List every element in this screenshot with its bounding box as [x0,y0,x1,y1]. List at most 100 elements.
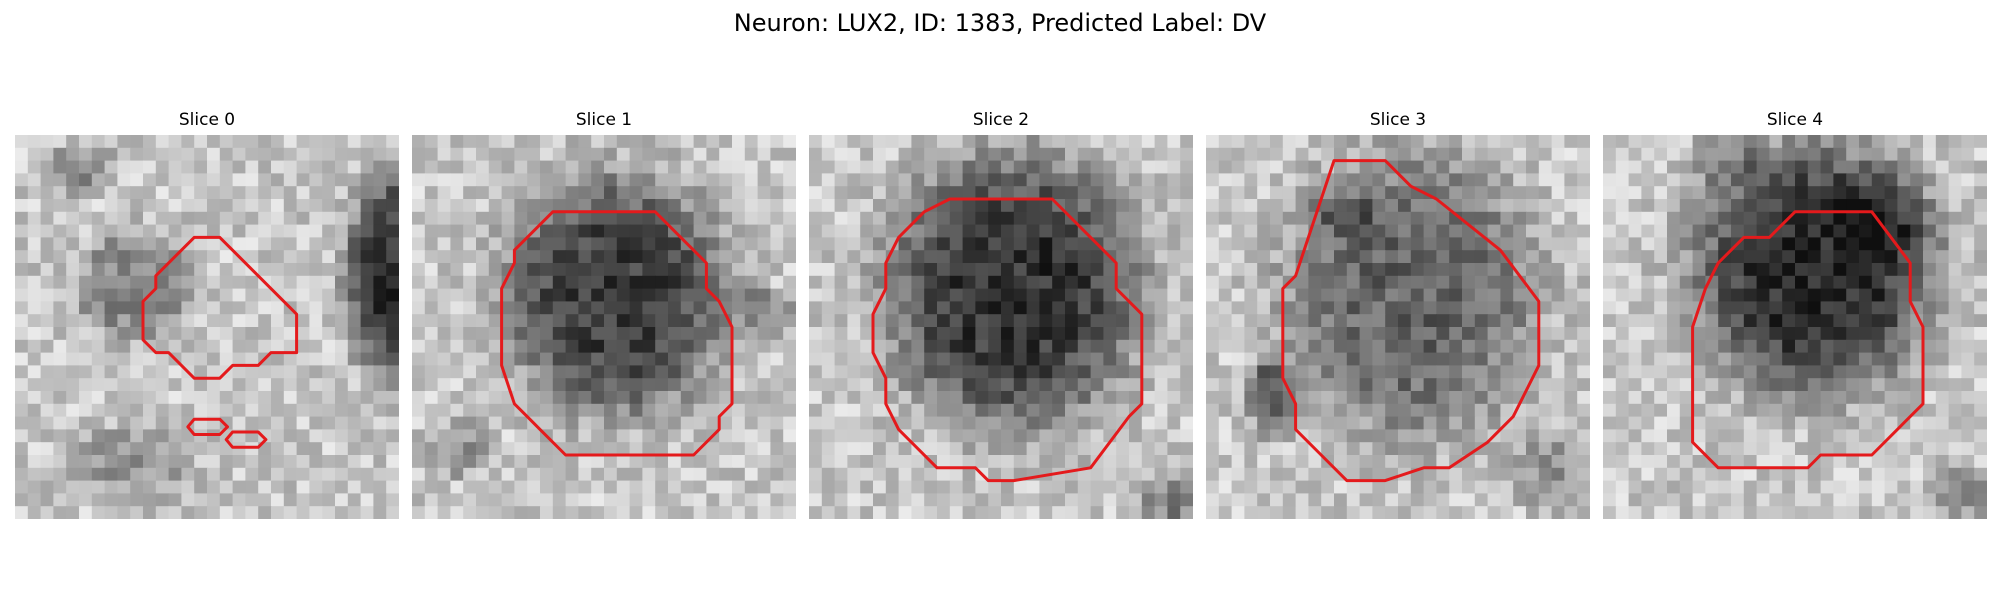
image-pixel [1359,135,1373,149]
image-pixel [719,263,733,277]
image-pixel [143,480,157,494]
image-pixel [1935,237,1950,251]
image-pixel [732,314,746,328]
image-pixel [1244,160,1258,174]
image-pixel [1270,275,1284,290]
image-pixel [1769,403,1783,418]
panel-title: Slice 4 [1766,110,1824,130]
image-pixel [911,352,925,366]
image-pixel [911,455,925,469]
image-pixel [450,429,464,443]
image-pixel [130,480,144,494]
image-pixel [1910,211,1924,226]
image-pixel [924,403,938,418]
image-pixel [130,314,144,328]
image-pixel [1807,442,1822,456]
image-pixel [245,403,259,418]
image-pixel [565,416,579,430]
image-pixel [604,211,618,226]
image-pixel [130,160,144,174]
image-pixel [1026,173,1040,187]
image-pixel [1846,186,1860,200]
image-pixel [1807,365,1822,379]
image-pixel [1718,135,1732,149]
image-pixel [1039,224,1053,238]
image-pixel [1013,506,1028,519]
image-pixel [655,288,669,302]
image-pixel [79,365,93,379]
image-pixel [1167,403,1181,418]
image-pixel [245,467,259,482]
image-pixel [1692,263,1706,277]
image-pixel [1641,301,1655,315]
image-pixel [552,224,567,238]
image-pixel [1129,352,1143,366]
image-pixel [655,173,669,187]
image-pixel [1270,199,1284,213]
image-pixel [1718,160,1732,174]
image-pixel [719,237,733,251]
image-pixel [1641,455,1655,469]
image-pixel [527,250,541,264]
image-pixel [1513,147,1527,162]
image-pixel [296,275,310,290]
image-pixel [1603,378,1617,392]
image-pixel [1807,339,1822,354]
image-pixel [1679,237,1694,251]
image-pixel [706,391,720,405]
image-pixel [1538,455,1553,469]
image-pixel [501,173,515,187]
image-pixel [1052,160,1066,174]
image-pixel [898,135,912,149]
image-pixel [194,352,208,366]
image-pixel [1564,365,1578,379]
image-pixel [706,314,720,328]
image-pixel [245,442,259,456]
image-pixel [1628,224,1642,238]
image-pixel [424,429,439,443]
image-pixel [104,442,118,456]
image-pixel [143,467,157,482]
image-pixel [706,160,720,174]
image-pixel [1013,275,1028,290]
image-pixel [207,250,221,264]
image-pixel [283,224,298,238]
image-pixel [821,327,836,341]
image-pixel [1129,224,1143,238]
image-pixel [1385,429,1399,443]
image-pixel [1090,224,1104,238]
image-pixel [1718,224,1732,238]
image-pixel [821,391,836,405]
image-pixel [463,391,477,405]
image-pixel [1206,135,1220,149]
image-pixel [207,237,221,251]
image-pixel [1833,455,1847,469]
image-pixel [1807,135,1822,149]
image-pixel [1846,173,1860,187]
image-pixel [834,506,848,519]
image-pixel [1846,237,1860,251]
image-pixel [1807,288,1822,302]
image-pixel [66,237,80,251]
image-pixel [1884,147,1898,162]
image-pixel [885,493,900,507]
image-pixel [258,199,272,213]
image-pixel [1705,135,1719,149]
image-pixel [79,237,93,251]
image-pixel [335,147,349,162]
image-pixel [1423,173,1437,187]
image-pixel [1820,301,1834,315]
image-pixel [1474,391,1489,405]
image-pixel [604,327,618,341]
image-pixel [232,403,246,418]
image-pixel [1206,173,1220,187]
image-pixel [1833,224,1847,238]
image-pixel [1846,224,1860,238]
image-pixel [1948,378,1962,392]
image-pixel [143,173,157,187]
image-pixel [1282,250,1297,264]
image-pixel [1935,160,1950,174]
image-pixel [1449,237,1463,251]
image-pixel [1910,173,1924,187]
image-pixel [1001,378,1015,392]
